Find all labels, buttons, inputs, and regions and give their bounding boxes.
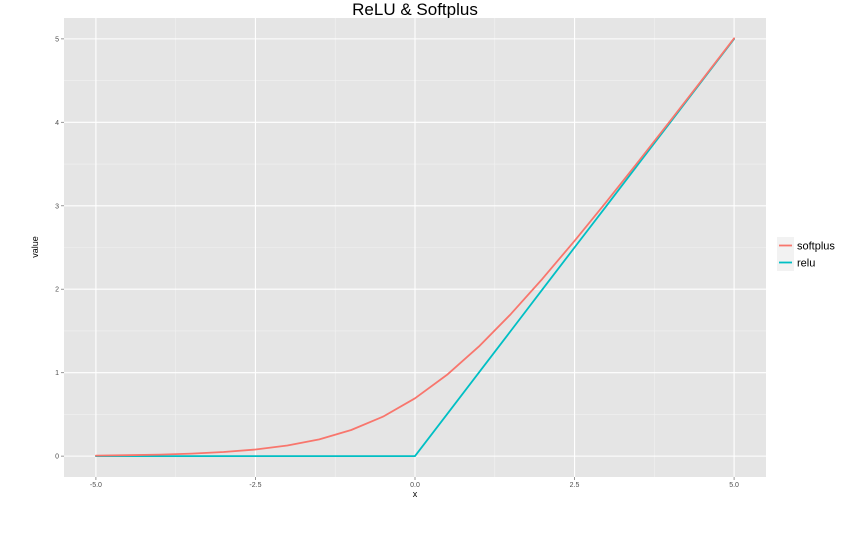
y-tick-label: 1 <box>55 370 59 377</box>
series-line-softplus <box>95 37 735 457</box>
legend-label-softplus: softplus <box>797 241 835 253</box>
x-axis-title: x <box>413 489 418 499</box>
plot-area: -5.0 -2.5 0.0 2.5 5.0 0 1 2 3 4 5 <box>55 18 766 489</box>
y-tick-label: 5 <box>55 36 59 43</box>
y-tick-label: 2 <box>55 287 59 294</box>
legend: softplus relu <box>777 237 835 271</box>
chart-title: ReLU & Softplus <box>352 0 478 19</box>
x-tick-label: 0.0 <box>410 482 420 489</box>
y-axis-title: value <box>30 236 40 258</box>
x-tick-label: -2.5 <box>249 482 261 489</box>
y-tick-label: 0 <box>55 454 59 461</box>
x-tick-label: 2.5 <box>570 482 580 489</box>
legend-label-relu: relu <box>797 258 815 270</box>
x-tick-label: 5.0 <box>729 482 739 489</box>
y-tick-label: 4 <box>55 120 59 127</box>
y-tick-label: 3 <box>55 203 59 210</box>
x-tick-label: -5.0 <box>90 482 102 489</box>
series-line-relu <box>95 38 735 458</box>
